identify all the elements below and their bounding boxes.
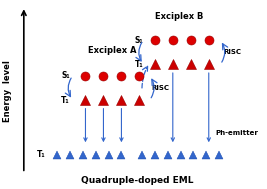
- Text: RISC: RISC: [151, 85, 169, 91]
- Text: RISC: RISC: [223, 49, 241, 55]
- Text: Energy  level: Energy level: [3, 60, 12, 122]
- Text: Exciplex A: Exciplex A: [88, 46, 137, 55]
- Text: S₁: S₁: [61, 71, 70, 80]
- Text: T₁: T₁: [61, 96, 70, 105]
- Text: Quadruple-doped EML: Quadruple-doped EML: [81, 176, 193, 185]
- Text: Ph-emitter: Ph-emitter: [215, 130, 258, 136]
- Text: T₁: T₁: [135, 60, 143, 69]
- Text: S₁: S₁: [135, 36, 143, 45]
- Text: Exciplex B: Exciplex B: [155, 12, 203, 21]
- Text: T₁: T₁: [37, 150, 46, 159]
